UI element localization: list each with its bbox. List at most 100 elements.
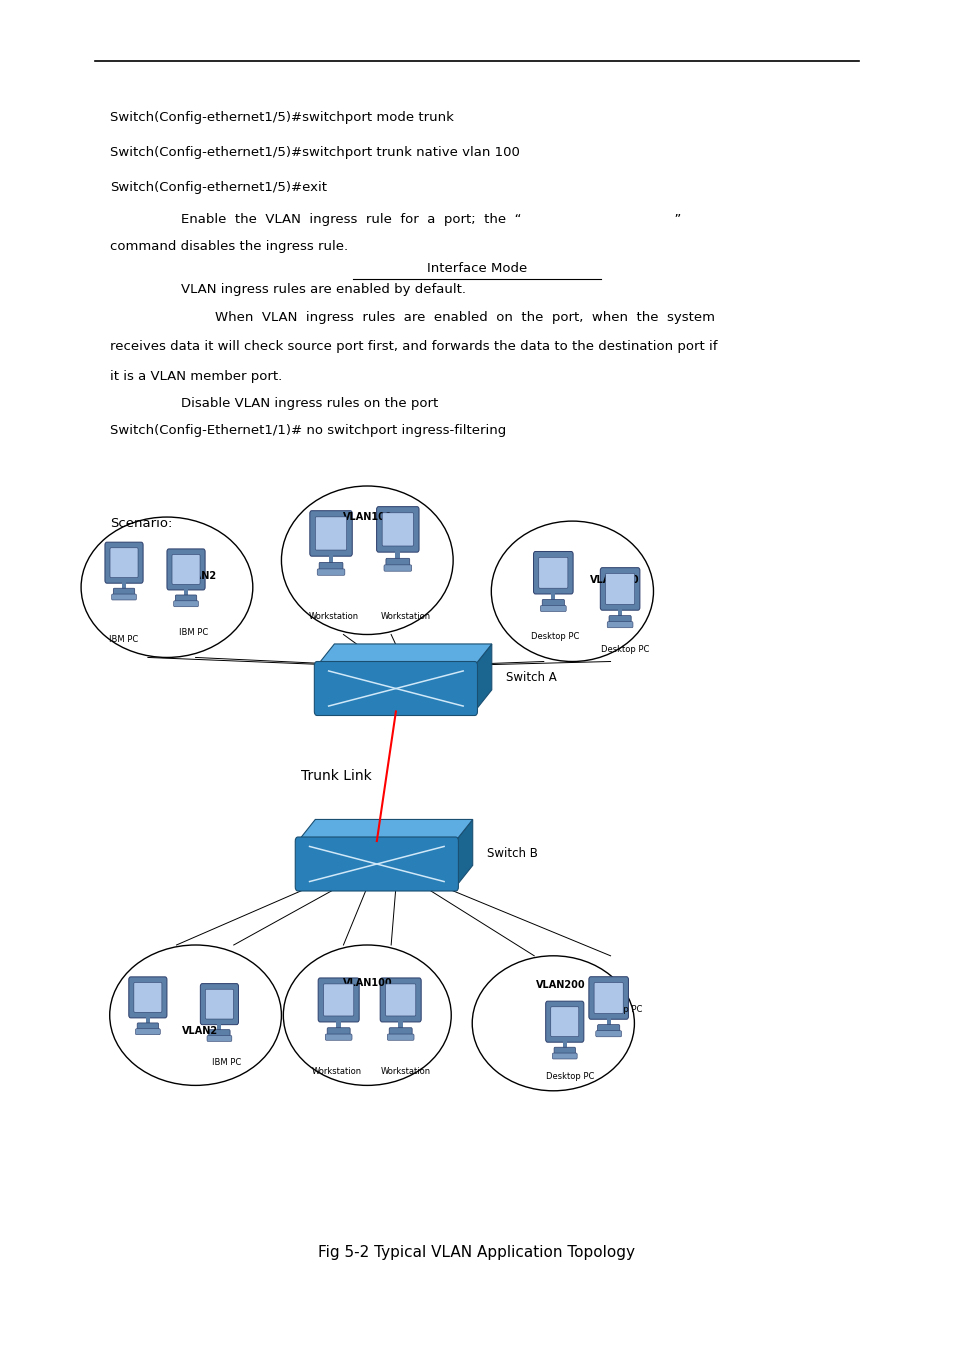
FancyBboxPatch shape	[607, 621, 633, 628]
Text: VLAN2: VLAN2	[181, 571, 217, 582]
Text: Switch(Config-Ethernet1/1)# no switchport ingress-filtering: Switch(Config-Ethernet1/1)# no switchpor…	[110, 424, 505, 437]
FancyBboxPatch shape	[135, 1029, 160, 1034]
Bar	[618, 608, 621, 617]
FancyBboxPatch shape	[295, 837, 458, 891]
FancyBboxPatch shape	[599, 567, 639, 610]
Polygon shape	[456, 819, 473, 887]
FancyBboxPatch shape	[595, 1031, 621, 1037]
Text: Switch A: Switch A	[505, 671, 557, 684]
FancyBboxPatch shape	[588, 977, 628, 1019]
FancyBboxPatch shape	[209, 1030, 230, 1037]
FancyBboxPatch shape	[552, 1053, 577, 1058]
Text: IBM PC: IBM PC	[213, 1058, 241, 1068]
FancyBboxPatch shape	[167, 549, 205, 590]
FancyBboxPatch shape	[379, 977, 421, 1022]
FancyBboxPatch shape	[597, 1025, 619, 1031]
Polygon shape	[475, 644, 492, 711]
Bar	[398, 1019, 402, 1029]
Bar	[217, 1022, 221, 1031]
Text: VLAN100: VLAN100	[342, 513, 392, 522]
Bar	[184, 587, 188, 597]
FancyBboxPatch shape	[376, 506, 418, 552]
Text: Scenario:: Scenario:	[110, 517, 172, 531]
Text: command disables the ingress rule.: command disables the ingress rule.	[110, 240, 348, 254]
Bar	[122, 580, 126, 590]
Text: VLAN200: VLAN200	[589, 575, 639, 586]
FancyBboxPatch shape	[594, 983, 622, 1014]
FancyBboxPatch shape	[315, 517, 346, 549]
FancyBboxPatch shape	[605, 574, 634, 605]
Text: Workstation: Workstation	[309, 612, 358, 621]
Text: Switch B: Switch B	[487, 846, 537, 860]
FancyBboxPatch shape	[137, 1023, 158, 1030]
Text: IBM PC: IBM PC	[110, 634, 138, 644]
FancyBboxPatch shape	[386, 559, 409, 566]
Text: receives data it will check source port first, and forwards the data to the dest: receives data it will check source port …	[110, 340, 717, 354]
FancyBboxPatch shape	[200, 984, 238, 1025]
Bar	[336, 1019, 340, 1029]
FancyBboxPatch shape	[112, 594, 136, 599]
FancyBboxPatch shape	[316, 568, 345, 575]
Text: IBM
PC: IBM PC	[135, 995, 151, 1014]
Polygon shape	[316, 644, 492, 666]
FancyBboxPatch shape	[550, 1007, 578, 1037]
Text: Workstation: Workstation	[380, 612, 430, 621]
FancyBboxPatch shape	[129, 977, 167, 1018]
Text: Switch(Config-ethernet1/5)#switchport trunk native vlan 100: Switch(Config-ethernet1/5)#switchport tr…	[110, 146, 519, 159]
Text: VLAN200: VLAN200	[536, 980, 585, 990]
Text: When  VLAN  ingress  rules  are  enabled  on  the  port,  when  the  system: When VLAN ingress rules are enabled on t…	[214, 310, 714, 324]
FancyBboxPatch shape	[205, 990, 233, 1019]
FancyBboxPatch shape	[173, 601, 198, 606]
Text: Trunk Link: Trunk Link	[300, 769, 371, 783]
Bar	[146, 1015, 150, 1025]
FancyBboxPatch shape	[385, 984, 416, 1017]
Text: Desktop PC: Desktop PC	[594, 1006, 641, 1014]
FancyBboxPatch shape	[113, 589, 134, 595]
FancyBboxPatch shape	[389, 1027, 412, 1035]
FancyBboxPatch shape	[538, 558, 567, 589]
Bar	[329, 554, 333, 564]
FancyBboxPatch shape	[175, 595, 196, 602]
Text: VLAN ingress rules are enabled by default.: VLAN ingress rules are enabled by defaul…	[181, 284, 466, 297]
Bar	[395, 549, 399, 560]
FancyBboxPatch shape	[387, 1034, 414, 1041]
FancyBboxPatch shape	[133, 983, 162, 1012]
Text: Desktop PC: Desktop PC	[531, 632, 578, 641]
Text: Switch(Config-ethernet1/5)#exit: Switch(Config-ethernet1/5)#exit	[110, 181, 326, 194]
Text: Interface Mode: Interface Mode	[426, 262, 527, 275]
FancyBboxPatch shape	[105, 543, 143, 583]
Text: IBM PC: IBM PC	[179, 628, 208, 637]
FancyBboxPatch shape	[327, 1027, 350, 1035]
FancyBboxPatch shape	[382, 513, 413, 545]
FancyBboxPatch shape	[314, 662, 476, 716]
FancyBboxPatch shape	[317, 977, 358, 1022]
FancyBboxPatch shape	[539, 605, 566, 612]
Polygon shape	[297, 819, 473, 841]
FancyBboxPatch shape	[325, 1034, 352, 1041]
Text: Disable VLAN ingress rules on the port: Disable VLAN ingress rules on the port	[181, 397, 438, 410]
Text: Desktop PC: Desktop PC	[546, 1072, 594, 1081]
Text: VLAN100: VLAN100	[342, 979, 392, 988]
FancyBboxPatch shape	[554, 1048, 575, 1054]
Text: Workstation: Workstation	[312, 1066, 361, 1076]
Text: it is a VLAN member port.: it is a VLAN member port.	[110, 370, 282, 383]
Text: Desktop PC: Desktop PC	[600, 645, 648, 655]
Text: Fig 5-2 Typical VLAN Application Topology: Fig 5-2 Typical VLAN Application Topolog…	[318, 1245, 635, 1261]
FancyBboxPatch shape	[545, 1002, 583, 1042]
Text: Enable  the  VLAN  ingress  rule  for  a  port;  the  “                         : Enable the VLAN ingress rule for a port;…	[181, 213, 681, 227]
FancyBboxPatch shape	[319, 563, 342, 570]
FancyBboxPatch shape	[172, 555, 200, 585]
FancyBboxPatch shape	[383, 564, 412, 571]
FancyBboxPatch shape	[110, 548, 138, 578]
Text: VLAN2: VLAN2	[182, 1026, 218, 1035]
FancyBboxPatch shape	[541, 599, 564, 606]
FancyBboxPatch shape	[533, 551, 573, 594]
Bar	[551, 591, 555, 601]
FancyBboxPatch shape	[207, 1035, 232, 1041]
Text: Workstation: Workstation	[380, 1066, 430, 1076]
FancyBboxPatch shape	[310, 510, 352, 556]
FancyBboxPatch shape	[608, 616, 631, 622]
Bar	[606, 1017, 610, 1026]
Text: Switch(Config-ethernet1/5)#switchport mode trunk: Switch(Config-ethernet1/5)#switchport mo…	[110, 111, 453, 124]
FancyBboxPatch shape	[323, 984, 354, 1017]
